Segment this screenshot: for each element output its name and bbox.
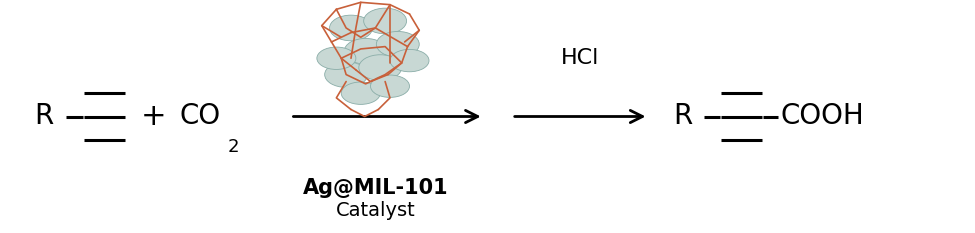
Text: +: +: [141, 102, 167, 131]
Text: R: R: [34, 103, 54, 130]
Ellipse shape: [364, 8, 407, 34]
Ellipse shape: [317, 47, 356, 69]
Ellipse shape: [325, 62, 368, 87]
Ellipse shape: [344, 38, 387, 64]
Ellipse shape: [390, 49, 429, 72]
Text: HCl: HCl: [561, 48, 600, 68]
Text: Catalyst: Catalyst: [335, 201, 415, 220]
Text: Ag@MIL-101: Ag@MIL-101: [302, 178, 448, 198]
Ellipse shape: [370, 75, 410, 97]
Ellipse shape: [376, 31, 419, 57]
Text: COOH: COOH: [780, 103, 864, 130]
Text: CO: CO: [179, 103, 220, 130]
Ellipse shape: [341, 82, 380, 104]
Text: R: R: [673, 103, 692, 130]
Text: 2: 2: [227, 138, 239, 156]
Ellipse shape: [359, 55, 402, 80]
Ellipse shape: [330, 15, 372, 41]
